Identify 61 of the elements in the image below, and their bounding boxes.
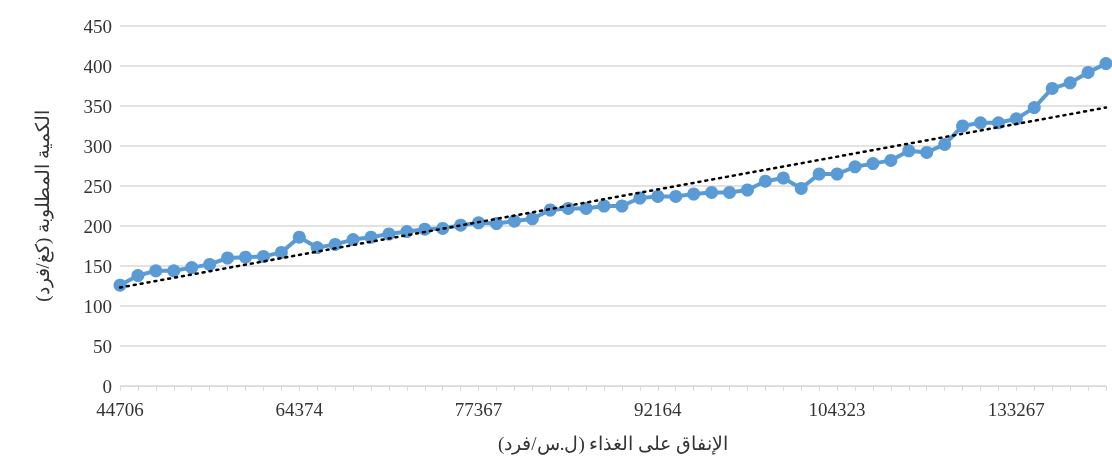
y-tick-label: 150 <box>83 255 112 277</box>
y-tick-label: 450 <box>83 15 112 37</box>
point <box>633 191 647 205</box>
x-tick-label: 133267 <box>987 399 1045 420</box>
point <box>274 245 288 259</box>
point <box>256 249 270 263</box>
point <box>723 185 737 199</box>
point <box>149 264 163 278</box>
point <box>131 269 145 283</box>
x-axis-title: الإنفاق على الغذاء (ل.س/فرد) <box>498 433 728 455</box>
point <box>938 137 952 151</box>
point <box>346 233 360 247</box>
point <box>615 199 629 213</box>
point <box>525 212 539 226</box>
point <box>758 174 772 188</box>
point <box>221 251 235 265</box>
point <box>292 230 306 244</box>
x-tick-label: 104323 <box>808 399 866 420</box>
point <box>418 222 432 236</box>
point <box>974 116 988 130</box>
y-axis-title: الكمية المطلوبة (كغ/فرد) <box>32 110 54 302</box>
point <box>651 189 665 203</box>
point <box>794 181 808 195</box>
point <box>687 187 701 201</box>
y-tick-label: 350 <box>83 95 112 117</box>
x-tick-label: 92164 <box>634 399 683 420</box>
point <box>705 185 719 199</box>
y-tick-label: 250 <box>83 175 112 197</box>
point <box>597 199 611 213</box>
y-tick-label: 0 <box>102 375 112 397</box>
y-tick-label: 200 <box>83 215 112 237</box>
x-tick-label: 44706 <box>96 399 144 420</box>
y-tick-label: 50 <box>93 335 112 357</box>
point <box>669 189 683 203</box>
point <box>884 153 898 167</box>
point <box>579 201 593 215</box>
point <box>185 261 199 275</box>
point <box>830 167 844 181</box>
point <box>1099 57 1112 71</box>
point <box>848 160 862 174</box>
point <box>1009 112 1023 126</box>
point <box>203 257 217 271</box>
point <box>507 214 521 228</box>
point <box>920 145 934 159</box>
point <box>1081 65 1095 79</box>
point <box>902 144 916 158</box>
point <box>866 157 880 171</box>
point <box>956 119 970 133</box>
y-tick-label: 100 <box>83 295 112 317</box>
y-tick-label: 400 <box>83 55 112 77</box>
point <box>740 183 754 197</box>
y-tick-label: 300 <box>83 135 112 157</box>
point <box>239 250 252 264</box>
point <box>1027 101 1041 115</box>
point <box>1045 81 1059 95</box>
point <box>812 167 826 181</box>
point <box>1063 76 1077 90</box>
point <box>167 264 181 278</box>
x-tick-label: 64374 <box>275 399 324 420</box>
point <box>776 171 790 185</box>
x-tick-label: 77367 <box>454 399 503 420</box>
